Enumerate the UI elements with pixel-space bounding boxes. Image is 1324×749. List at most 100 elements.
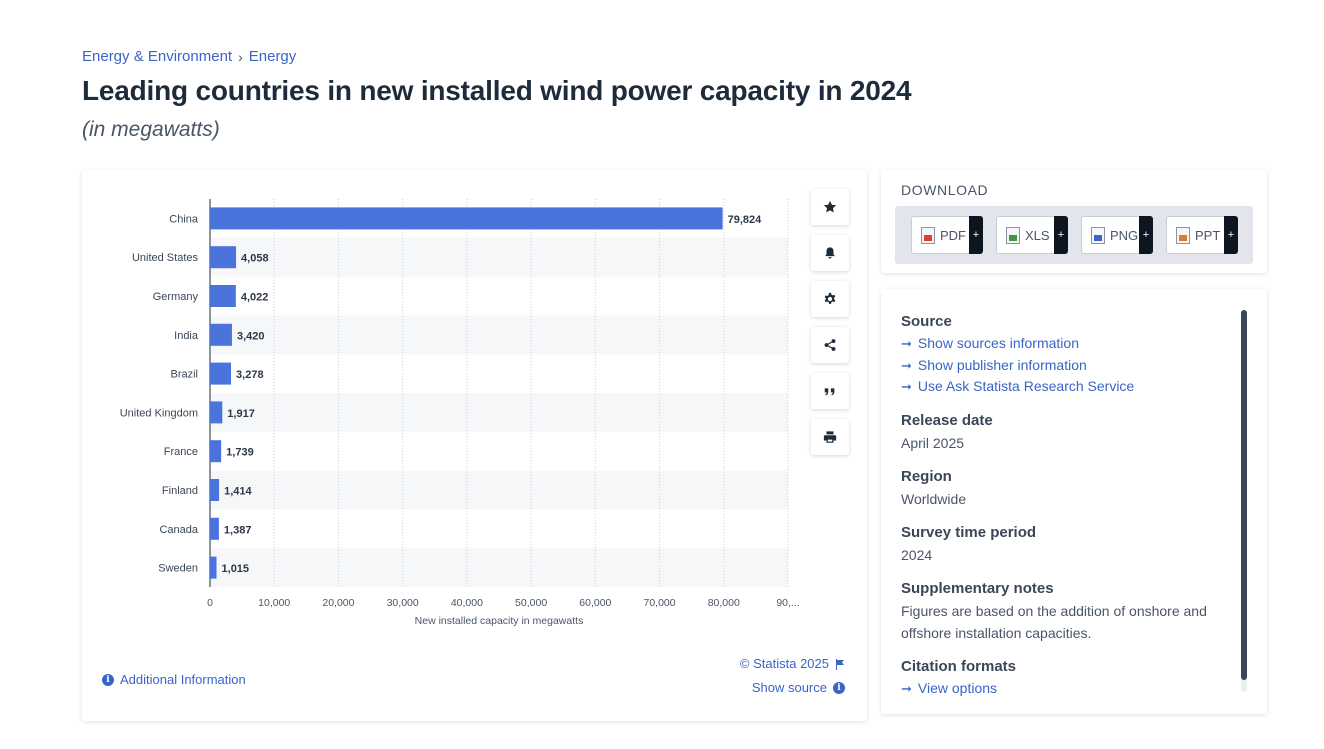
gear-icon [824,292,836,304]
notes-section: Supplementary notes Figures are based on… [901,578,1231,644]
bar [210,246,237,269]
arrow-right-icon: ➞ [901,357,912,373]
bar [210,440,222,463]
show-source-link[interactable]: Show source i [740,676,845,700]
download-xls-button[interactable]: XLS + [996,216,1068,254]
category-label: Germany [153,291,199,303]
show-sources-link[interactable]: ➞ Show sources information [901,333,1231,355]
notification-button[interactable] [811,235,849,271]
ppt-file-icon [1176,226,1190,244]
download-ppt-button[interactable]: PPT + [1166,216,1238,254]
chart-toolbar [811,189,849,455]
breadcrumb-link-energy-environment[interactable]: Energy & Environment [82,48,233,65]
bar [210,207,723,230]
data-label: 1,387 [224,524,252,536]
statista-copyright[interactable]: © Statista 2025 [740,652,845,676]
xls-plus-button[interactable]: + [1054,216,1068,254]
category-label: Brazil [170,369,198,381]
survey-value: 2024 [901,546,933,563]
region-value: Worldwide [901,490,967,507]
quote-icon [824,388,835,396]
share-button[interactable] [811,327,849,363]
bell-icon [825,247,835,259]
info-scrollbar[interactable] [1241,310,1247,692]
bar [210,517,219,540]
x-tick-label: 30,000 [387,597,419,609]
category-label: Finland [162,485,198,497]
x-tick-label: 60,000 [579,597,611,609]
source-section: Source ➞ Show sources information ➞ Show p… [901,311,1231,398]
page-title: Leading countries in new installed wind … [82,75,912,106]
category-label: United Kingdom [120,407,198,419]
survey-section: Survey time period 2024 [901,522,1231,566]
citation-heading: Citation formats [901,657,1017,675]
x-tick-label: 10,000 [258,597,290,609]
bar [210,401,223,424]
arrow-right-icon: ➞ [901,336,912,351]
print-icon [823,431,837,443]
download-ppt-label: PPT [1195,227,1221,243]
xls-file-icon [1006,226,1020,244]
download-pdf-button[interactable]: PDF + [911,216,983,254]
additional-information-text: Additional Information [120,672,246,687]
data-label: 1,739 [226,447,254,459]
ask-statista-link[interactable]: ➞ Use Ask Statista Research Service [901,376,1231,398]
download-card: DOWNLOAD PDF + XLS + PNG + PPT + [881,170,1267,273]
settings-button[interactable] [811,281,849,317]
info-icon: i [833,682,845,694]
data-label: 1,414 [224,486,252,498]
png-plus-button[interactable]: + [1139,216,1153,254]
additional-information-link[interactable]: i Additional Information [102,672,246,687]
release-section: Release date April 2025 [901,410,1231,454]
show-sources-text: Show sources information [917,335,1079,351]
survey-heading: Survey time period [901,523,1037,541]
citation-button[interactable] [811,373,849,409]
show-publisher-link[interactable]: ➞ Show publisher information [901,355,1231,377]
download-title: DOWNLOAD [901,182,989,198]
x-tick-label: 20,000 [322,597,354,609]
info-content: Source ➞ Show sources information ➞ Show p… [901,311,1231,711]
breadcrumb-separator: › [238,48,243,65]
category-label: India [174,330,199,342]
breadcrumb-link-energy[interactable]: Energy [248,48,297,65]
download-options: PDF + XLS + PNG + PPT + [895,206,1253,264]
x-tick-label: 70,000 [643,597,675,609]
category-label: United States [132,252,199,264]
print-button[interactable] [811,419,849,455]
row-band [210,237,788,277]
ask-statista-text: Use Ask Statista Research Service [917,378,1135,394]
category-label: Sweden [158,563,198,575]
download-pdf-label: PDF [940,227,966,243]
view-options-link[interactable]: ➞ View options [901,678,1231,700]
release-heading: Release date [901,411,993,429]
row-band [210,315,788,355]
bar-chart: 0 10,000 20,000 30,000 40,000 50,000 60,000 70,… [120,199,800,627]
source-heading: Source [901,313,952,330]
notes-value: Figures are based on the addition of ons… [901,602,1207,641]
info-icon: i [102,673,114,686]
download-png-button[interactable]: PNG + [1081,216,1153,254]
row-band [210,548,788,587]
pdf-plus-button[interactable]: + [969,216,983,254]
pdf-file-icon [921,226,935,244]
arrow-right-icon: ➞ [901,379,912,394]
region-section: Region Worldwide [901,466,1231,510]
row-band [210,470,788,510]
star-icon [823,200,837,213]
show-publisher-text: Show publisher information [917,356,1087,373]
favorite-button[interactable] [811,189,849,225]
share-icon [824,339,836,351]
x-tick-label: 80,000 [708,597,740,609]
bar [210,323,232,346]
category-label: France [164,446,198,458]
download-xls-label: XLS [1025,227,1050,243]
chart-footer: © Statista 2025 Show source i [740,652,845,700]
ppt-plus-button[interactable]: + [1224,216,1238,254]
notes-heading: Supplementary notes [901,579,1054,597]
data-label: 4,058 [241,253,269,265]
release-value: April 2025 [901,434,965,451]
data-label: 79,824 [728,214,763,226]
download-png-label: PNG [1110,227,1139,243]
scrollbar-thumb[interactable] [1241,310,1247,680]
data-label: 3,278 [236,369,264,381]
